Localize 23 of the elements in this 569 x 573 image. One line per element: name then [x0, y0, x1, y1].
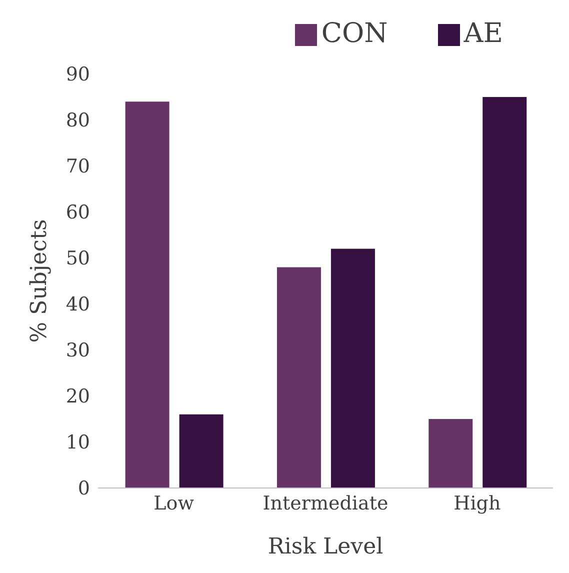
x-axis-title: Risk Level	[268, 534, 384, 560]
y-tick-label: 80	[66, 110, 90, 132]
legend-label: AE	[464, 18, 503, 49]
y-tick-label: 30	[66, 340, 90, 362]
bar	[428, 419, 473, 488]
y-tick-label: 60	[66, 202, 90, 224]
bar	[276, 267, 321, 488]
x-tick-label: Low	[154, 492, 195, 514]
bar	[330, 248, 375, 488]
bar	[482, 97, 527, 488]
y-tick-label: 0	[78, 478, 90, 500]
y-tick-label: 50	[66, 248, 90, 270]
x-tick-label: High	[454, 492, 501, 514]
bar	[179, 414, 224, 488]
y-tick-label: 70	[66, 156, 90, 178]
y-axis-title: % Subjects	[26, 219, 52, 343]
y-tick-label: 20	[66, 386, 90, 408]
bar	[125, 102, 170, 488]
legend-label: CON	[321, 18, 388, 49]
y-tick-label: 40	[66, 294, 90, 316]
y-tick-label: 10	[66, 432, 90, 454]
x-tick-label: Intermediate	[262, 492, 388, 514]
y-tick-label: 90	[66, 64, 90, 86]
